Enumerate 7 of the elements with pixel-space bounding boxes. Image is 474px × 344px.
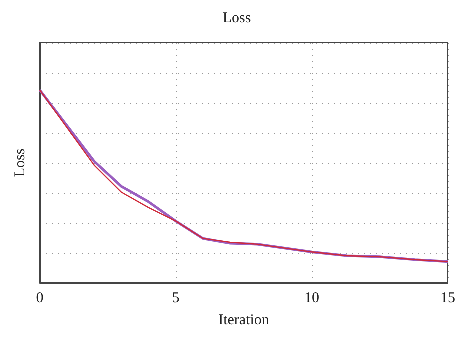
y-axis-title: Loss [12, 148, 28, 178]
x-tick-label: 10 [304, 290, 320, 306]
x-tick-label: 15 [440, 290, 456, 306]
chart-title: Loss [222, 10, 252, 26]
x-axis-title: Iteration [218, 312, 270, 328]
x-tick-label: 5 [172, 290, 180, 306]
x-tick-label: 0 [36, 290, 44, 306]
